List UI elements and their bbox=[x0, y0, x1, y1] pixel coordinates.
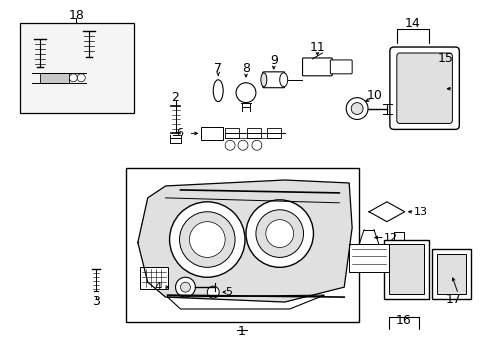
Circle shape bbox=[238, 140, 247, 150]
Text: 8: 8 bbox=[242, 62, 249, 75]
Circle shape bbox=[189, 222, 224, 257]
FancyBboxPatch shape bbox=[246, 129, 260, 138]
Circle shape bbox=[346, 98, 367, 120]
Circle shape bbox=[350, 103, 362, 114]
Text: 11: 11 bbox=[309, 41, 325, 54]
FancyBboxPatch shape bbox=[126, 168, 358, 322]
Ellipse shape bbox=[213, 80, 223, 102]
Text: 12: 12 bbox=[383, 233, 397, 243]
Circle shape bbox=[169, 202, 244, 277]
Text: 4: 4 bbox=[154, 282, 161, 292]
Text: 15: 15 bbox=[437, 53, 452, 66]
Circle shape bbox=[251, 140, 262, 150]
Text: 17: 17 bbox=[445, 293, 460, 306]
FancyBboxPatch shape bbox=[140, 267, 167, 289]
Text: 3: 3 bbox=[92, 294, 100, 307]
FancyBboxPatch shape bbox=[330, 60, 351, 74]
Circle shape bbox=[245, 200, 313, 267]
Circle shape bbox=[69, 74, 77, 82]
Circle shape bbox=[236, 83, 255, 103]
Circle shape bbox=[175, 277, 195, 297]
Circle shape bbox=[179, 212, 235, 267]
Circle shape bbox=[207, 286, 219, 298]
Ellipse shape bbox=[279, 73, 287, 87]
FancyBboxPatch shape bbox=[266, 129, 280, 138]
FancyBboxPatch shape bbox=[396, 53, 451, 123]
FancyBboxPatch shape bbox=[348, 244, 388, 272]
FancyBboxPatch shape bbox=[302, 58, 332, 76]
FancyBboxPatch shape bbox=[263, 72, 284, 88]
Text: 14: 14 bbox=[404, 17, 420, 30]
Text: 2: 2 bbox=[171, 91, 179, 104]
Circle shape bbox=[255, 210, 303, 257]
FancyBboxPatch shape bbox=[431, 249, 470, 299]
FancyBboxPatch shape bbox=[383, 239, 427, 299]
Polygon shape bbox=[368, 202, 404, 222]
Text: 18: 18 bbox=[68, 9, 84, 22]
Circle shape bbox=[265, 220, 293, 247]
Polygon shape bbox=[138, 180, 351, 302]
Text: 6: 6 bbox=[176, 129, 183, 138]
Text: 7: 7 bbox=[214, 62, 222, 75]
FancyBboxPatch shape bbox=[436, 255, 466, 294]
Text: 9: 9 bbox=[269, 54, 277, 67]
Text: 13: 13 bbox=[413, 207, 427, 217]
Text: 16: 16 bbox=[395, 314, 411, 327]
Circle shape bbox=[180, 282, 190, 292]
Circle shape bbox=[224, 140, 235, 150]
FancyBboxPatch shape bbox=[389, 47, 458, 129]
FancyBboxPatch shape bbox=[224, 129, 239, 138]
FancyBboxPatch shape bbox=[388, 244, 423, 294]
Ellipse shape bbox=[260, 73, 266, 87]
FancyBboxPatch shape bbox=[20, 23, 134, 113]
Text: 1: 1 bbox=[238, 325, 245, 338]
FancyBboxPatch shape bbox=[40, 73, 69, 83]
Text: 5: 5 bbox=[225, 287, 232, 297]
Text: 10: 10 bbox=[366, 89, 382, 102]
FancyBboxPatch shape bbox=[201, 127, 223, 140]
Circle shape bbox=[77, 74, 85, 82]
